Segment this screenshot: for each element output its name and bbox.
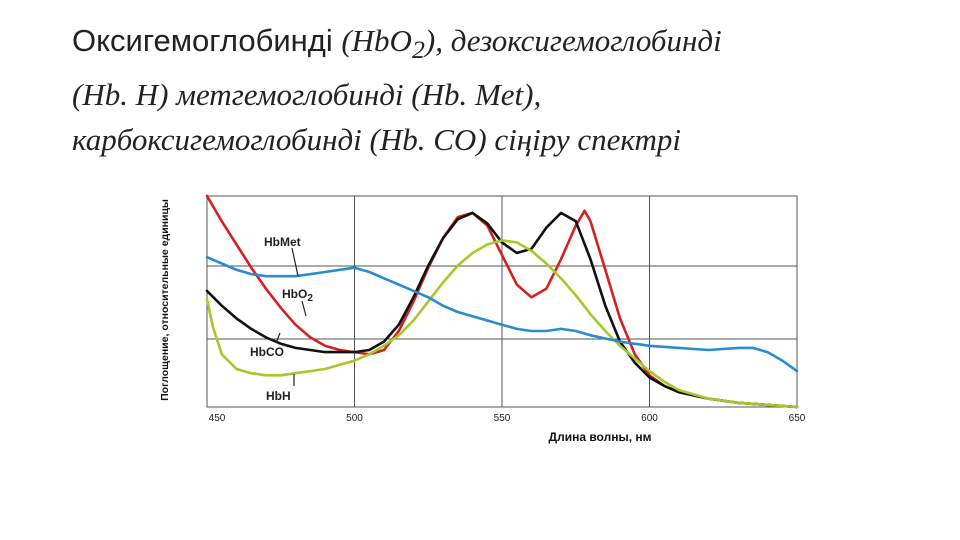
label-hbo2-main: HbO: [282, 287, 307, 301]
slide-title-line-3: карбоксигемоглобинді (Hb. CO) сіңіру спе…: [72, 122, 681, 158]
x-tick-600: 600: [641, 413, 658, 424]
x-tick-550: 550: [494, 413, 511, 424]
leader-hbmet: [291, 247, 299, 277]
title-hbh-word: ), дезоксигемоглобинді: [424, 23, 722, 58]
label-hbo2: HbO2: [282, 287, 313, 304]
title-hbo2-word: Оксигемоглобинді: [72, 23, 342, 58]
label-leaders: [275, 247, 307, 386]
x-tick-650: 650: [789, 413, 806, 424]
series-line-hbco: [205, 239, 799, 409]
slide-title-line-1: Оксигемоглобинді (HbO2), дезоксигемоглоб…: [72, 18, 932, 72]
label-hbco: HbCO: [250, 345, 284, 359]
absorption-spectrum-chart: HbMet HbO2 HbCO HbH Поглощение, относите…: [159, 194, 806, 444]
label-hbmet: HbMet: [264, 235, 301, 249]
title-hbo2-subscript: 2: [411, 35, 425, 65]
x-tick-450: 450: [209, 413, 226, 424]
y-axis-label: Поглощение, относительные единицы: [159, 199, 171, 401]
grid: [206, 195, 798, 408]
label-hbo2-sub: 2: [307, 293, 313, 304]
series-line-hbmet: [205, 255, 799, 373]
x-axis-label: Длина волны, нм: [549, 430, 652, 444]
leader-hbo2: [301, 300, 307, 317]
series-line-hbh: [205, 211, 799, 409]
label-hbh: HbH: [266, 389, 291, 403]
leader-hbco: [275, 332, 281, 344]
x-tick-labels: 450 500 550 600 650: [209, 413, 806, 424]
series-labels: HbMet HbO2 HbCO HbH: [250, 235, 313, 403]
x-tick-500: 500: [346, 413, 363, 424]
title-hbo2-formula: (HbO: [341, 23, 412, 58]
slide-title: Оксигемоглобинді (HbO2), дезоксигемоглоб…: [72, 18, 932, 162]
series-layer: [205, 194, 799, 409]
slide-title-line-2: (Hb. H) метгемоглобинді (Hb. Met),: [72, 77, 542, 113]
